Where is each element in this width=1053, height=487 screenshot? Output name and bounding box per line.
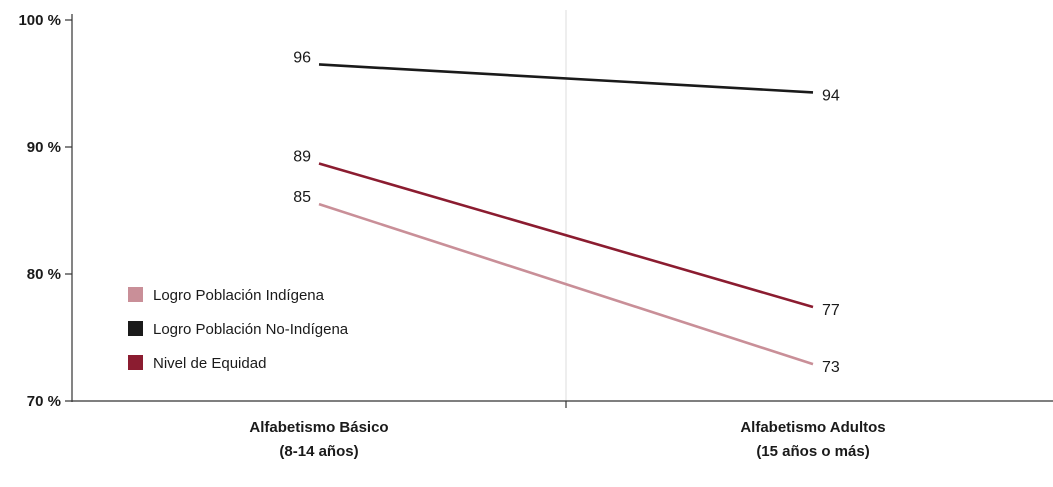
series-line	[318, 202, 814, 366]
series-line	[318, 162, 814, 309]
data-label: 85	[293, 189, 311, 206]
x-axis-category-labels: Alfabetismo Básico (8-14 años) Alfabetismo…	[249, 419, 885, 460]
x-category-label: Alfabetismo Adultos	[740, 419, 885, 436]
legend: Logro Población Indígena Logro Población …	[128, 287, 349, 372]
x-category-label: (8-14 años)	[279, 443, 358, 460]
data-label: 96	[293, 49, 311, 66]
data-labels: 85 73 96 94 89 77	[293, 49, 840, 376]
data-label: 73	[822, 359, 840, 376]
legend-label: Nivel de Equidad	[153, 355, 266, 372]
legend-swatch	[128, 287, 143, 302]
y-axis-tick-labels: 100 % 90 % 80 % 70 %	[18, 12, 61, 410]
legend-swatch	[128, 321, 143, 336]
legend-swatch	[128, 355, 143, 370]
y-tick-label: 90 %	[27, 139, 61, 156]
data-label: 94	[822, 87, 840, 104]
y-tick-label: 80 %	[27, 266, 61, 283]
axes	[65, 10, 1053, 408]
y-tick-label: 70 %	[27, 393, 61, 410]
data-label: 89	[293, 149, 311, 166]
legend-label: Logro Población Indígena	[153, 287, 325, 304]
series-lines	[318, 63, 814, 366]
x-category-label: Alfabetismo Básico	[249, 419, 388, 436]
x-category-label: (15 años o más)	[756, 443, 869, 460]
y-tick-label: 100 %	[18, 12, 61, 29]
data-label: 77	[822, 302, 840, 319]
legend-label: Logro Población No-Indígena	[153, 321, 349, 338]
series-line	[318, 63, 814, 94]
